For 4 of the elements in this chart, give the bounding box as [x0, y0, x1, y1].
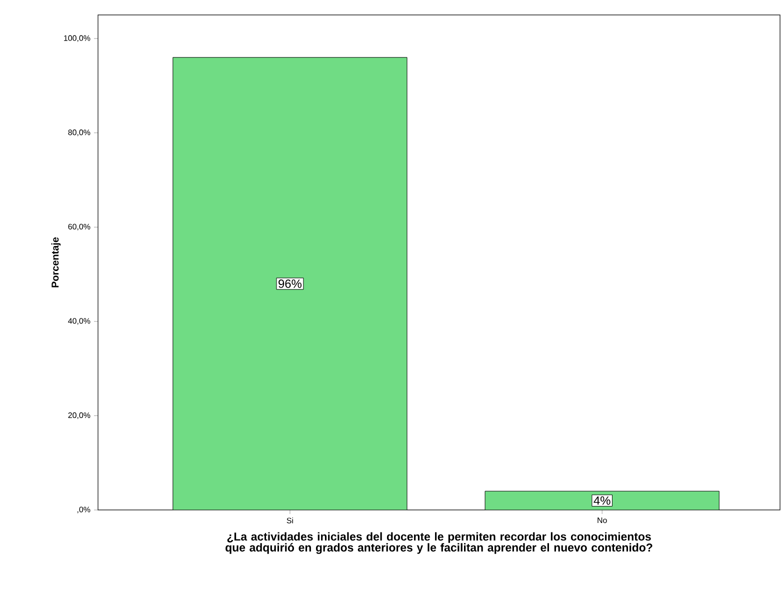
y-axis-title: Porcentaje — [51, 237, 61, 288]
data-label: 96% — [278, 279, 302, 288]
x-axis-title: ¿La actividades iniciales del docente le permiten recordar los conocimientos que adquirió en grados anteriores y le facilitan aprender el nuevo contenido? — [226, 532, 652, 554]
data-label: 4% — [594, 496, 610, 505]
